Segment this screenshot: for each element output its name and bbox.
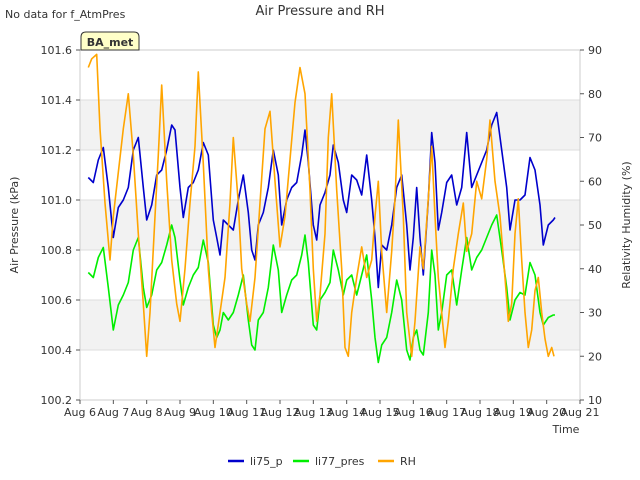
- right-y-tick-label: 20: [588, 350, 602, 363]
- right-y-tick-label: 90: [588, 44, 602, 57]
- right-y-tick-label: 10: [588, 394, 602, 407]
- right-y-tick-label: 50: [588, 219, 602, 232]
- right-y-tick-label: 80: [588, 88, 602, 101]
- right-y-tick-label: 70: [588, 132, 602, 145]
- right-y-tick-label: 60: [588, 175, 602, 188]
- right-y-tick-label: 40: [588, 263, 602, 276]
- x-tick-label: Aug 17: [427, 406, 466, 419]
- x-tick-label: Aug 14: [327, 406, 366, 419]
- left-y-tick-label: 101.0: [41, 194, 73, 207]
- right-y-axis-label: Relativity Humidity (%): [620, 161, 633, 288]
- x-tick-label: Aug 16: [394, 406, 433, 419]
- legend-label-RH: RH: [400, 455, 416, 468]
- background-band: [80, 300, 580, 350]
- x-tick-label: Aug 11: [227, 406, 266, 419]
- x-axis-label: Time: [552, 423, 580, 436]
- left-y-tick-label: 100.4: [41, 344, 73, 357]
- x-tick-label: Aug 13: [294, 406, 333, 419]
- series-lines: [87, 53, 556, 364]
- x-tick-label: Aug 18: [461, 406, 500, 419]
- station-badge: BA_met: [80, 31, 140, 51]
- left-y-tick-label: 101.4: [41, 94, 73, 107]
- x-tick-label: Aug 15: [361, 406, 400, 419]
- x-tick-label: Aug 10: [194, 406, 233, 419]
- series-line-RH: [87, 53, 555, 358]
- x-tick-label: Aug 6: [64, 406, 96, 419]
- right-y-tick-label: 30: [588, 307, 602, 320]
- background-band: [80, 200, 580, 250]
- left-y-tick-label: 100.6: [41, 294, 73, 307]
- no-data-note: No data for f_AtmPres: [5, 8, 126, 21]
- legend: li75_p li77_pres RH: [228, 455, 416, 468]
- series-line-li77_pres: [87, 214, 555, 364]
- legend-label-li75_p: li75_p: [250, 455, 283, 468]
- left-y-tick-label: 100.8: [41, 244, 73, 257]
- x-tick-label: Aug 12: [261, 406, 300, 419]
- station-badge-label: BA_met: [87, 36, 134, 49]
- station-badge-shape: [80, 31, 140, 51]
- x-tick-label: Aug 21: [561, 406, 600, 419]
- x-tick-label: Aug 7: [97, 406, 129, 419]
- left-y-axis-ticks: 100.2 100.4 100.6 100.8 101.0 101.2 101.4 101.6: [41, 44, 80, 407]
- x-tick-label: Aug 8: [131, 406, 163, 419]
- left-y-tick-label: 101.2: [41, 144, 73, 157]
- left-y-tick-label: 101.6: [41, 44, 73, 57]
- left-y-axis-label: Air Pressure (kPa): [8, 177, 21, 274]
- x-tick-label: Aug 19: [494, 406, 533, 419]
- x-tick-label: Aug 9: [164, 406, 196, 419]
- right-y-axis-ticks: 10 20 30 40 50 60 70 80 90: [580, 44, 602, 407]
- series-line-li75_p: [87, 111, 556, 289]
- chart-title: Air Pressure and RH: [255, 4, 384, 19]
- left-y-tick-label: 100.2: [41, 394, 73, 407]
- x-tick-label: Aug 20: [527, 406, 566, 419]
- legend-label-li77_pres: li77_pres: [315, 455, 365, 468]
